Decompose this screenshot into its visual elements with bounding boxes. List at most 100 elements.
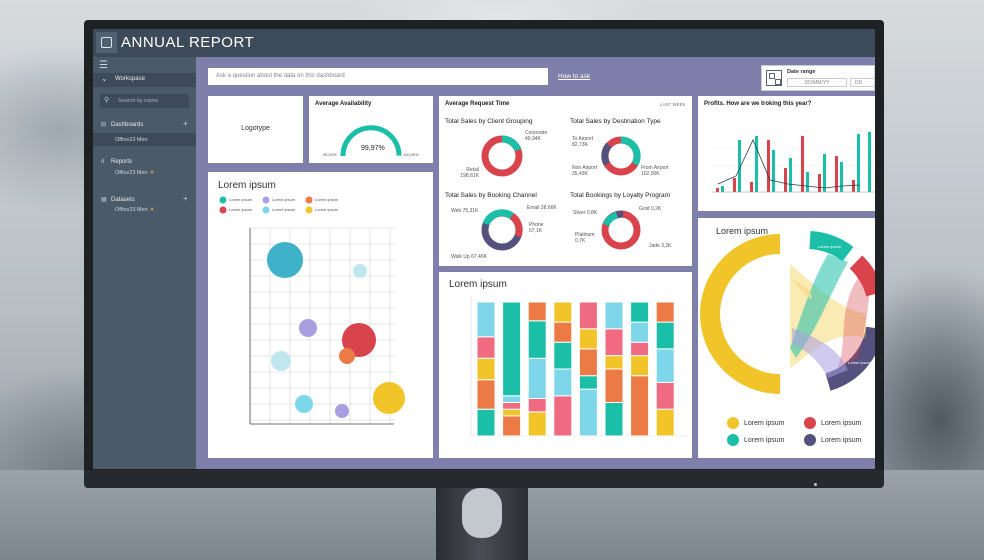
add-dataset-button[interactable]: +: [183, 194, 188, 203]
sidebar-subitem-dashboard[interactable]: Office23 Men: [93, 133, 196, 146]
stacked-bar-segment[interactable]: [476, 301, 496, 338]
chord-arc-label: Lorem ipsum: [848, 360, 872, 365]
stacked-bar-segment[interactable]: [655, 321, 675, 350]
workspace-section[interactable]: ⌄ Workspace: [93, 73, 196, 87]
stacked-bar-segment[interactable]: [655, 301, 675, 323]
sidebar-item-dashboards[interactable]: ⊟ Dashboards: [101, 122, 144, 128]
stacked-bar-segment[interactable]: [655, 381, 675, 410]
stacked-bar-segment[interactable]: [553, 368, 573, 397]
stacked-bar-segment[interactable]: [578, 388, 598, 437]
stacked-bar-segment[interactable]: [604, 402, 624, 437]
donut-label: Corporate 49,94K: [525, 130, 548, 142]
stacked-bar-segment[interactable]: [502, 395, 522, 404]
stacked-bar-segment[interactable]: [476, 408, 496, 437]
app-menu-icon[interactable]: [96, 32, 117, 53]
qa-placeholder: Ask a question about the data on this da…: [216, 73, 345, 79]
donut-label: Retail 198,61K: [460, 167, 479, 179]
stacked-bar-segment[interactable]: [553, 301, 573, 323]
bubble[interactable]: [271, 351, 291, 371]
bubble-chart-card: Lorem ipsum: [208, 172, 433, 458]
bubble[interactable]: [267, 242, 303, 278]
qa-search-input[interactable]: Ask a question about the data on this da…: [208, 68, 548, 85]
sidebar-search-input[interactable]: ⚲ Search by name: [100, 94, 189, 108]
stacked-bar-segment[interactable]: [578, 375, 598, 390]
period-label: LAST WEEK: [660, 102, 686, 107]
donut-title-channel: Total Sales by Booking Channel: [445, 192, 537, 199]
date-to-field[interactable]: DD: [850, 78, 875, 87]
stacked-bar-segment[interactable]: [604, 328, 624, 357]
bubble[interactable]: [342, 323, 376, 357]
bubble[interactable]: [295, 395, 313, 413]
stacked-bar-chart: [470, 296, 687, 437]
bubble[interactable]: [373, 382, 405, 414]
stacked-bar-segment[interactable]: [630, 341, 650, 357]
search-icon: ⚲: [104, 97, 110, 104]
top-bar: ANNUAL REPORT: [93, 29, 875, 57]
stacked-bar-segment[interactable]: [604, 301, 624, 330]
stacked-bar-segment[interactable]: [630, 321, 650, 343]
stacked-bar-segment[interactable]: [553, 321, 573, 343]
stacked-bar-segment[interactable]: [502, 301, 522, 397]
stacked-bar-segment[interactable]: [476, 379, 496, 410]
request-time-title: Average Request Time: [445, 101, 510, 107]
stacked-bar-segment[interactable]: [527, 398, 547, 413]
stacked-bar-segment[interactable]: [630, 301, 650, 323]
bubble[interactable]: [339, 348, 355, 364]
stacked-bar-segment[interactable]: [553, 395, 573, 437]
date-from-field[interactable]: DD/MM/YY: [787, 78, 847, 87]
donut-label: To Airport 82,73K: [572, 136, 594, 148]
stacked-bar-segment[interactable]: [476, 336, 496, 359]
donut-label: Web 75,31K: [451, 208, 479, 214]
stacked-bar-segment[interactable]: [502, 402, 522, 410]
chord-legend-label: Lorem ipsum: [821, 437, 862, 444]
add-dashboard-button[interactable]: +: [183, 119, 188, 128]
legend-label: Lorem ipsum: [272, 197, 296, 202]
stacked-bar-segment[interactable]: [578, 328, 598, 350]
stacked-bar-segment[interactable]: [655, 408, 675, 437]
stacked-bar-segment[interactable]: [527, 320, 547, 359]
stacked-bar-segment[interactable]: [604, 368, 624, 403]
profits-title: Profits. How are we troking this year?: [704, 101, 812, 107]
donut-client-grouping: [481, 135, 523, 177]
sidebar-subitem-report[interactable]: Office23 Men ✕: [115, 170, 155, 176]
bubble[interactable]: [299, 319, 317, 337]
stacked-bar-segment[interactable]: [604, 355, 624, 370]
stacked-bar-segment[interactable]: [527, 411, 547, 437]
legend-label: Lorem ipsum: [229, 197, 253, 202]
stacked-bar-segment[interactable]: [527, 301, 547, 322]
bubble[interactable]: [353, 264, 367, 278]
star-icon: ✕: [149, 170, 155, 176]
donut-label: Platinum 0,7K: [575, 232, 595, 244]
how-to-ask-link[interactable]: How to ask: [558, 73, 591, 80]
bubble[interactable]: [335, 404, 349, 418]
stacked-bar-segment[interactable]: [630, 355, 650, 377]
stacked-bar-segment[interactable]: [630, 375, 650, 437]
sidebar-item-reports[interactable]: ıl Reports: [101, 159, 133, 165]
chord-diagram: Lorem ipsum Lorem ipsum Lorem ipsum: [700, 231, 875, 446]
sidebar-subitem-dataset[interactable]: Office23 Men ✕: [115, 207, 155, 213]
stacked-bar-segment[interactable]: [655, 348, 675, 383]
availability-card: Average Availability 99,97% 95,00% 100,0…: [309, 96, 433, 163]
stacked-bar-segment[interactable]: [578, 301, 598, 330]
bubble-legend: [219, 196, 313, 214]
stacked-bar-segment[interactable]: [553, 341, 573, 370]
dashboard-icon: ⊟: [101, 122, 107, 128]
sidebar-item-datasets[interactable]: ▤ Datasets: [101, 197, 135, 203]
availability-title: Average Availability: [315, 101, 372, 107]
date-range-picker[interactable]: Date range DD/MM/YY DD: [761, 65, 875, 91]
stacked-card-title: Lorem ipsum: [449, 279, 507, 290]
availability-max-label: 100,00%: [403, 152, 419, 157]
stacked-bar-card: Lorem ipsum: [439, 272, 692, 458]
date-range-label: Date range: [787, 69, 816, 75]
stacked-bar-segment[interactable]: [578, 348, 598, 377]
stacked-bar-segment[interactable]: [476, 357, 496, 381]
bubble-card-title: Lorem ipsum: [218, 180, 276, 191]
chord-legend-label: Lorem ipsum: [744, 437, 785, 444]
logotype-card: Logotype: [208, 96, 303, 163]
stacked-bar-segment[interactable]: [502, 415, 522, 437]
stacked-bar-segment[interactable]: [527, 357, 547, 400]
profits-chart: [712, 129, 875, 193]
stacked-bar-segment[interactable]: [502, 408, 522, 417]
hamburger-icon[interactable]: ☰: [99, 60, 108, 71]
donut-label: Walk Up 67,46K: [451, 254, 487, 260]
